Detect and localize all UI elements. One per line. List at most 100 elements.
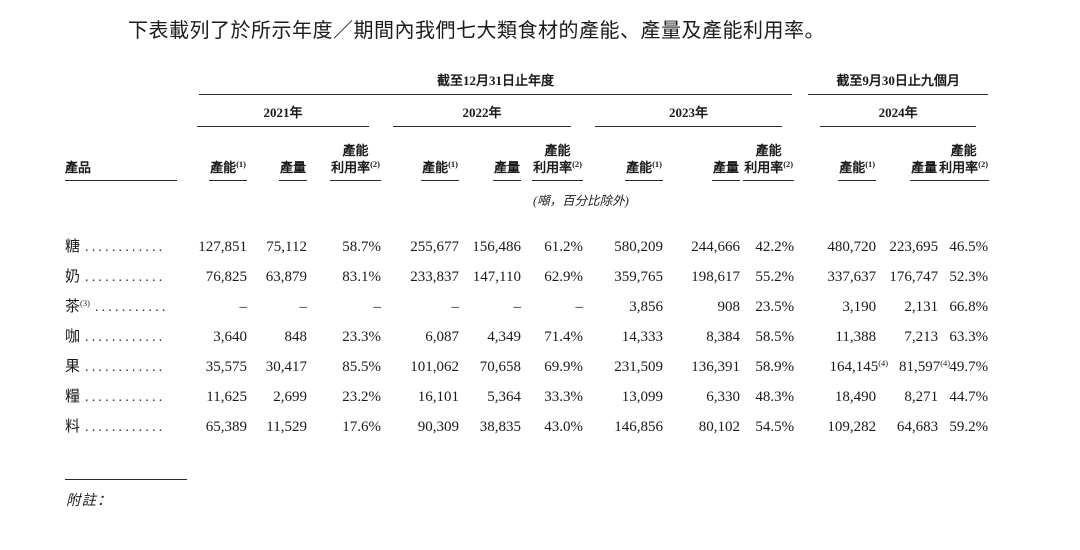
utilization-header-2021: 產能 利用率(2) [307, 127, 381, 181]
product-label: 果 [65, 359, 81, 375]
utilization-label-line1: 產能 [342, 142, 369, 158]
value-text: – [299, 299, 308, 315]
table-row: 茶(3)........... – – – – – – 3,856 908 23.5% 3,190 2… [65, 293, 988, 323]
value-cell: 231,509 [583, 353, 663, 383]
value-cell: 49.7% [938, 353, 988, 383]
dot-leader: ............ [85, 270, 166, 285]
value-text: 2,131 [904, 299, 939, 315]
value-cell: 58.9% [740, 353, 794, 383]
product-column-header: 產品 [65, 127, 185, 181]
group-spacer [794, 263, 808, 293]
capacity-label: 產能 [839, 159, 866, 175]
value-cell: 848 [247, 323, 308, 353]
group-spacer [794, 353, 808, 383]
value-cell: 23.2% [307, 383, 381, 413]
value-cell: 44.7% [938, 383, 988, 413]
value-cell: 7,213 [876, 323, 938, 353]
capacity-label: 產能 [210, 159, 237, 175]
footnotes-divider [65, 479, 187, 480]
value-text: 7,213 [904, 329, 939, 345]
capacity-header-2023: 產能(1) [583, 127, 663, 181]
value-cell: 16,101 [381, 383, 459, 413]
table-row: 奶............ 76,825 63,879 83.1% 233,837 147… [65, 263, 988, 293]
value-text: 76,825 [205, 269, 247, 285]
footnote-ref-2: (2) [572, 158, 582, 169]
volume-header-2021: 產量 [247, 127, 307, 181]
volume-label: 產量 [711, 160, 740, 181]
value-text: 23.2% [342, 389, 381, 405]
corner-cell [65, 95, 185, 127]
value-cell: 83.1% [307, 263, 381, 293]
value-text: 66.8% [949, 299, 989, 315]
product-label: 料 [65, 419, 81, 435]
product-cell: 咖............ [65, 323, 185, 353]
value-cell: 63,879 [247, 263, 307, 293]
value-cell: 30,417 [247, 353, 307, 383]
value-cell: 156,486 [459, 209, 521, 263]
capacity-label: 產能 [626, 159, 653, 175]
value-cell: 2,699 [247, 383, 307, 413]
group-spacer [794, 209, 808, 263]
value-text: 58.5% [755, 329, 795, 345]
footnote-ref-2: (2) [370, 158, 380, 169]
value-text: 75,112 [266, 239, 307, 255]
value-cell: 337,637 [808, 263, 876, 293]
value-cell: 2,131 [876, 293, 938, 323]
value-cell: 11,625 [185, 383, 247, 413]
year-2021-header: 2021年 [185, 95, 381, 127]
utilization-label-line2: 利用率 [939, 159, 979, 175]
value-cell: 71.4% [521, 323, 583, 353]
value-text: 63.3% [949, 329, 989, 345]
value-text: 16,101 [417, 389, 459, 405]
value-cell: 23.5% [740, 293, 794, 323]
value-cell: – [247, 293, 308, 323]
value-cell: 59.2% [938, 413, 988, 443]
product-cell: 料............ [65, 413, 185, 443]
value-cell: 55.2% [740, 263, 794, 293]
value-text: 64,683 [896, 419, 939, 435]
value-cell: 3,640 [185, 323, 247, 353]
value-cell: 38,835 [459, 413, 521, 443]
value-text: 69.9% [544, 359, 583, 375]
value-text: 231,509 [614, 359, 663, 375]
unit-note: (噸，百分比除外) [533, 194, 629, 208]
corner-cell [65, 65, 185, 95]
product-label: 奶 [65, 269, 81, 285]
value-text: 233,837 [410, 269, 459, 285]
table-header: 截至12月31日止年度 截至9月30日止九個月 2021年 2022年 2023… [65, 65, 990, 209]
value-cell: 63.3% [938, 323, 988, 353]
value-cell: 580,209 [583, 209, 663, 263]
value-text: 2,699 [273, 389, 307, 405]
product-label: 茶 [65, 299, 81, 315]
dot-leader: ............ [85, 360, 166, 375]
value-cell: – [381, 293, 460, 323]
value-cell: 66.8% [938, 293, 988, 323]
value-text: 136,391 [691, 359, 740, 375]
value-text: 8,384 [706, 329, 740, 345]
product-footnote-ref: (3) [80, 298, 90, 308]
value-text: 58.7% [342, 239, 381, 255]
value-text: 23.5% [755, 299, 795, 315]
value-text: 85.5% [342, 359, 381, 375]
value-text: 146,856 [614, 419, 663, 435]
year-header-row: 2021年 2022年 2023年 2024年 [65, 95, 988, 127]
value-cell: 908 [663, 293, 741, 323]
value-cell: 5,364 [459, 383, 521, 413]
value-text: 52.3% [949, 269, 989, 285]
value-text: 90,309 [417, 419, 459, 435]
value-text: 6,330 [706, 389, 740, 405]
group-spacer [794, 65, 808, 95]
product-cell: 糧............ [65, 383, 185, 413]
table-row: 料............ 65,389 11,529 17.6% 90,309 38,8… [65, 413, 988, 443]
group-spacer [794, 413, 808, 443]
value-cell: 43.0% [521, 413, 583, 443]
unit-note-row: (噸，百分比除外) [65, 181, 988, 209]
value-cell: 85.5% [307, 353, 381, 383]
page-title: 下表載列了於所示年度／期間內我們七大類食材的產能、產量及產能利用率。 [128, 20, 825, 42]
value-text: 17.6% [342, 419, 381, 435]
value-text: 48.3% [755, 389, 795, 405]
footnote-ref-1: (1) [448, 158, 458, 169]
dot-leader: ............ [85, 240, 166, 255]
value-cell: 23.3% [307, 323, 381, 353]
fiscal-years-group-header: 截至12月31日止年度 [185, 65, 794, 95]
